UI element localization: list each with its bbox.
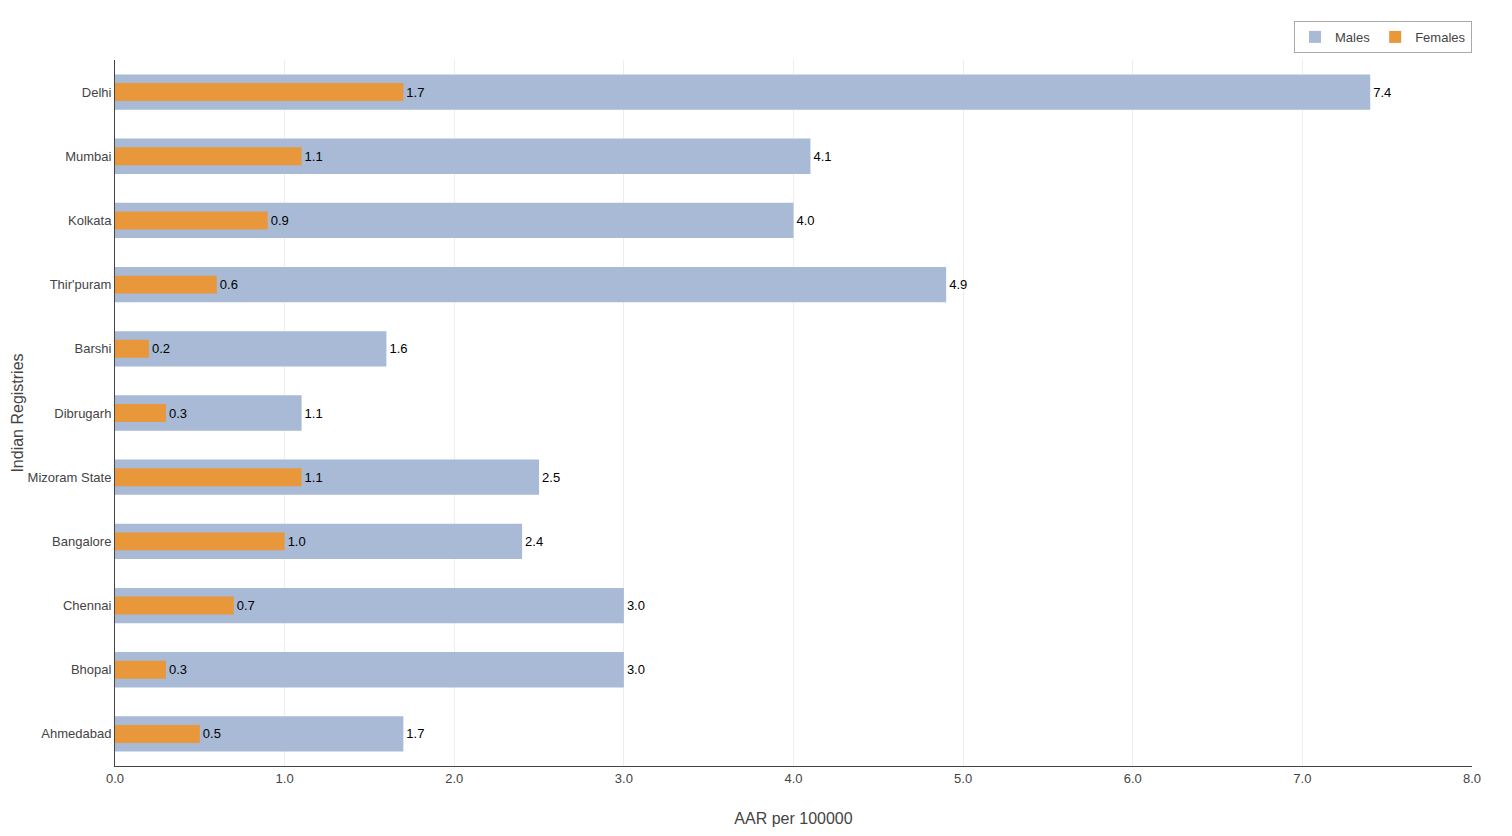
svg-text:5.0: 5.0 <box>954 771 972 786</box>
svg-text:0.7: 0.7 <box>237 598 255 613</box>
svg-text:4.0: 4.0 <box>797 213 815 228</box>
svg-text:0.5: 0.5 <box>203 726 221 741</box>
svg-text:1.1: 1.1 <box>305 149 323 164</box>
svg-text:1.1: 1.1 <box>305 406 323 421</box>
svg-text:1.7: 1.7 <box>406 726 424 741</box>
svg-text:Ahmedabad: Ahmedabad <box>41 726 111 741</box>
svg-text:Males: Males <box>1335 30 1370 45</box>
svg-text:Thir'puram: Thir'puram <box>50 277 112 292</box>
svg-text:0.0: 0.0 <box>106 771 124 786</box>
svg-text:AAR per 100000: AAR per 100000 <box>734 810 852 827</box>
svg-text:3.0: 3.0 <box>615 771 633 786</box>
svg-text:Bangalore: Bangalore <box>52 534 111 549</box>
svg-text:1.7: 1.7 <box>406 85 424 100</box>
svg-text:Delhi: Delhi <box>82 85 112 100</box>
svg-text:Barshi: Barshi <box>75 341 112 356</box>
svg-text:8.0: 8.0 <box>1463 771 1481 786</box>
svg-text:7.0: 7.0 <box>1293 771 1311 786</box>
svg-text:0.9: 0.9 <box>271 213 289 228</box>
svg-text:0.2: 0.2 <box>152 341 170 356</box>
svg-text:4.9: 4.9 <box>949 277 967 292</box>
svg-text:Mumbai: Mumbai <box>65 149 111 164</box>
svg-text:0.3: 0.3 <box>169 662 187 677</box>
svg-text:0.6: 0.6 <box>220 277 238 292</box>
svg-text:3.0: 3.0 <box>627 662 645 677</box>
svg-text:1.1: 1.1 <box>305 470 323 485</box>
svg-text:2.5: 2.5 <box>542 470 560 485</box>
svg-text:4.0: 4.0 <box>784 771 802 786</box>
svg-text:4.1: 4.1 <box>813 149 831 164</box>
svg-text:1.0: 1.0 <box>276 771 294 786</box>
svg-text:Chennai: Chennai <box>63 598 112 613</box>
svg-text:6.0: 6.0 <box>1124 771 1142 786</box>
svg-text:3.0: 3.0 <box>627 598 645 613</box>
svg-text:Dibrugarh: Dibrugarh <box>54 406 111 421</box>
svg-text:1.0: 1.0 <box>288 534 306 549</box>
svg-text:Kolkata: Kolkata <box>68 213 112 228</box>
svg-text:Bhopal: Bhopal <box>71 662 112 677</box>
svg-text:1.6: 1.6 <box>389 341 407 356</box>
svg-text:2.0: 2.0 <box>445 771 463 786</box>
svg-text:Indian Registries: Indian Registries <box>9 353 26 472</box>
svg-text:2.4: 2.4 <box>525 534 543 549</box>
svg-text:Females: Females <box>1415 30 1465 45</box>
svg-text:7.4: 7.4 <box>1373 85 1391 100</box>
svg-text:Mizoram State: Mizoram State <box>28 470 112 485</box>
svg-text:0.3: 0.3 <box>169 406 187 421</box>
